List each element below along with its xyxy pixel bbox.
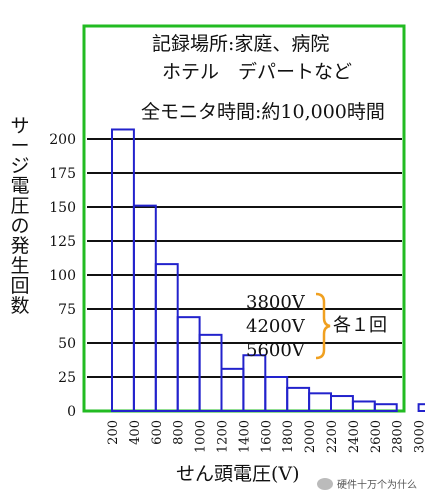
plot-frame [82, 24, 406, 413]
histogram-bar [330, 395, 354, 413]
histogram-bar [264, 376, 289, 412]
bars [111, 128, 425, 413]
x-tick-label: 400 [128, 420, 143, 445]
histogram-bar [198, 333, 223, 412]
outliers-note: 各１回 [333, 315, 387, 336]
annotation-line1: 記録場所:家庭、病院 [152, 33, 329, 55]
histogram-bar [242, 354, 267, 412]
histogram-bar [286, 386, 311, 413]
histogram-bar [111, 128, 135, 412]
x-tick-label: 2400 [347, 420, 362, 453]
y-tick-label: 125 [49, 234, 76, 250]
x-tick-label: 1800 [281, 420, 296, 453]
x-tick-label: 2800 [391, 420, 406, 453]
y-tick-label: 200 [49, 132, 76, 148]
x-tick-label: 1200 [216, 420, 231, 453]
x-tick-label: 3000 [413, 420, 425, 453]
y-axis-label: サージ電圧の発生回数 [10, 115, 29, 317]
y-tick-label: 100 [49, 268, 76, 284]
x-tick-label: 2000 [303, 420, 318, 453]
y-tick-labels: 200 175 150 125 100 75 50 25 0 [49, 132, 76, 420]
x-tick-label: 800 [172, 420, 187, 445]
x-tick-label: 2600 [369, 420, 384, 453]
annotation-line2: ホテル デパートなど [162, 61, 352, 83]
x-tick-label: 2200 [325, 420, 340, 453]
histogram-bar [308, 392, 333, 413]
y-tick-label: 50 [58, 336, 76, 352]
histogram-bar [220, 367, 245, 412]
histogram-bar [176, 316, 201, 412]
histogram-bar [417, 403, 425, 413]
x-tick-label: 600 [150, 420, 165, 445]
annotation-line3: 全モニタ時間:約10,000時間 [141, 101, 385, 123]
x-axis-label: せん頭電圧(V) [176, 463, 300, 485]
x-tick-label: 1000 [194, 420, 209, 453]
watermark-text: 硬件十万个为什么 [337, 480, 417, 491]
y-tick-label: 75 [58, 302, 76, 318]
x-tick-label: 200 [106, 420, 121, 445]
y-tick-label: 0 [67, 404, 76, 420]
histogram-bar [154, 263, 179, 412]
brace-icon [315, 292, 331, 360]
y-tick-label: 175 [49, 166, 76, 182]
x-tick-labels: 200 400 600 800 1000 1200 1400 1600 1800 2000 2200… [106, 420, 425, 453]
outlier-4200v: 4200V [246, 316, 306, 337]
wechat-icon [317, 477, 333, 490]
grid-lines [87, 138, 402, 378]
x-tick-label: 1400 [237, 420, 252, 453]
y-tick-label: 150 [49, 200, 76, 216]
outlier-3800v: 3800V [246, 292, 306, 313]
watermark: 硬件十万个为什么 [317, 476, 417, 491]
y-tick-label: 25 [58, 370, 76, 386]
histogram-bar [373, 403, 398, 413]
outlier-5600v: 5600V [246, 340, 306, 361]
x-tick-label: 1600 [259, 420, 274, 453]
